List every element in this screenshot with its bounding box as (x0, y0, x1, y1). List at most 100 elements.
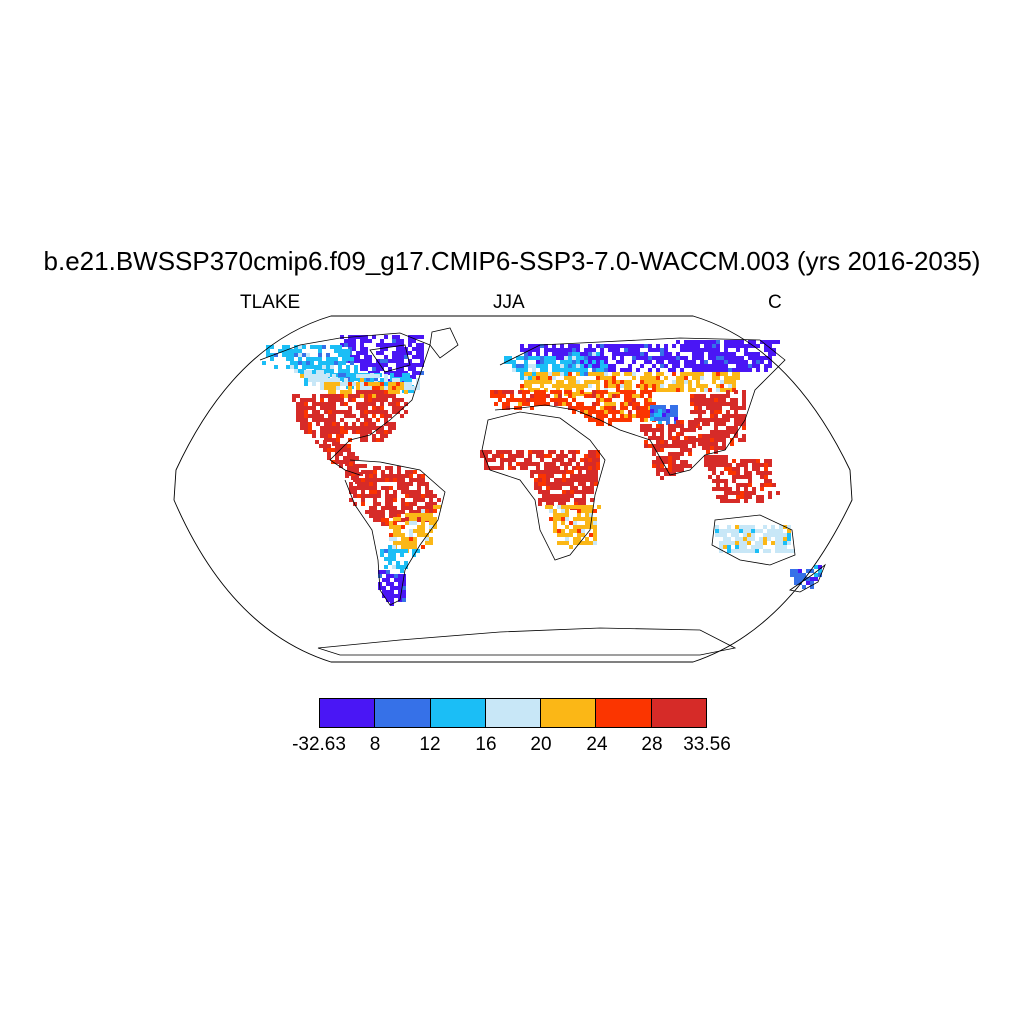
data-cell (704, 340, 708, 344)
data-cell (393, 529, 397, 533)
data-cell (518, 402, 522, 406)
colorbar-swatch (651, 699, 706, 727)
data-cell (568, 364, 572, 368)
data-cell (352, 426, 356, 430)
data-cell (343, 456, 347, 460)
data-cell (593, 521, 597, 525)
data-cell (580, 372, 584, 376)
data-cell (262, 361, 266, 365)
data-cell (600, 368, 604, 372)
data-cell (724, 364, 728, 368)
data-cell (674, 409, 678, 413)
data-cell (421, 498, 425, 502)
data-cell (608, 410, 612, 414)
data-cell (672, 384, 676, 388)
data-cell (334, 345, 338, 349)
data-cell (668, 384, 672, 388)
data-cell (409, 545, 413, 549)
data-cell (548, 360, 552, 364)
data-cell (380, 410, 384, 414)
data-cell (628, 410, 632, 414)
data-cell (558, 478, 562, 482)
data-cell (744, 360, 748, 364)
data-cell (806, 581, 810, 585)
data-cell (684, 436, 688, 440)
data-cell (488, 458, 492, 462)
data-cell (656, 428, 660, 432)
data-cell (368, 355, 372, 359)
data-cell (593, 509, 597, 513)
data-cell (688, 448, 692, 452)
data-cell (648, 436, 652, 440)
data-cell (360, 430, 364, 434)
data-cell (544, 454, 548, 458)
data-cell (437, 505, 441, 509)
data-cell (748, 368, 752, 372)
data-cell (361, 502, 365, 506)
data-cell (544, 352, 548, 356)
data-cell (779, 529, 783, 533)
data-cell (664, 364, 668, 368)
data-cell (592, 462, 596, 466)
data-cell (594, 478, 598, 482)
data-cell (604, 398, 608, 402)
data-cell (644, 384, 648, 388)
data-cell (760, 495, 764, 499)
data-cell (318, 345, 322, 349)
data-cell (565, 509, 569, 513)
data-cell (620, 418, 624, 422)
data-cell (340, 390, 344, 394)
data-cell (336, 422, 340, 426)
data-cell (708, 340, 712, 344)
data-cell (550, 470, 554, 474)
data-cell (402, 594, 406, 598)
data-cell (338, 345, 342, 349)
data-cell (585, 513, 589, 517)
data-cell (810, 585, 814, 589)
data-cell (530, 406, 534, 410)
data-cell (577, 505, 581, 509)
data-cell (620, 356, 624, 360)
data-cell (528, 376, 532, 380)
data-cell (775, 545, 779, 549)
data-cell (654, 413, 658, 417)
data-cell (612, 356, 616, 360)
data-cell (298, 353, 302, 357)
data-cell (704, 364, 708, 368)
data-cell (640, 394, 644, 398)
data-cell (413, 510, 417, 514)
data-cell (728, 356, 732, 360)
data-cell (409, 537, 413, 541)
data-cell (572, 406, 576, 410)
data-cell (572, 458, 576, 462)
data-cell (534, 486, 538, 490)
data-cell (413, 521, 417, 525)
data-cell (722, 434, 726, 438)
data-cell (726, 434, 730, 438)
data-cell (748, 471, 752, 475)
data-cell (620, 360, 624, 364)
data-cell (573, 505, 577, 509)
data-cell (616, 388, 620, 392)
data-cell (348, 386, 352, 390)
data-cell (742, 394, 746, 398)
data-cell (304, 418, 308, 422)
data-cell (290, 349, 294, 353)
data-cell (373, 466, 377, 470)
data-cell (332, 422, 336, 426)
data-cell (724, 372, 728, 376)
data-cell (596, 414, 600, 418)
data-cell (322, 361, 326, 365)
data-cell (360, 406, 364, 410)
data-cell (748, 479, 752, 483)
data-cell (554, 402, 558, 406)
data-cell (755, 529, 759, 533)
data-cell (572, 344, 576, 348)
data-cell (548, 466, 552, 470)
data-cell (742, 418, 746, 422)
data-cell (266, 349, 270, 353)
data-cell (676, 356, 680, 360)
data-cell (680, 444, 684, 448)
data-cell (700, 368, 704, 372)
data-cell (760, 483, 764, 487)
